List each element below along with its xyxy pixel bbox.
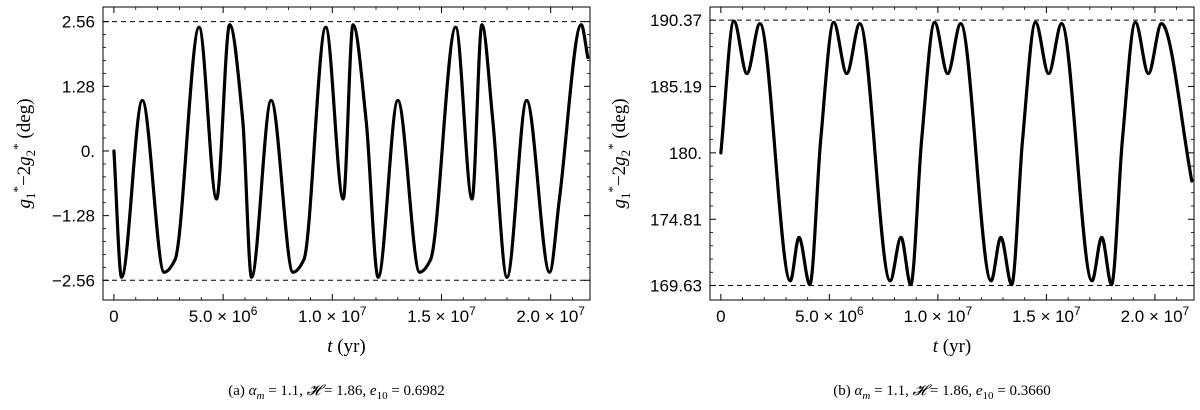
x-tick-label: 5.0 × 106 [795,304,864,326]
x-axis-label: t (yr) [933,336,972,357]
y-tick-label: 180. [669,144,702,163]
x-tick-label: 2.0 × 107 [1121,304,1190,326]
x-axis-label: t (yr) [327,336,366,357]
x-tick-label: 1.5 × 107 [1012,304,1081,326]
y-tick-label: 169.63 [650,277,702,296]
y-axis-label: g1*−2g2* (deg) [605,98,633,208]
y-tick-label: 174.81 [650,210,702,229]
y-axis-label: g1*−2g2* (deg) [10,98,38,208]
y-tick-label: 1.28 [62,77,95,96]
chart-a: 2.56 1.28 0. −1.28 −2.56 0 5.0 × 106 1.0 × 107 1… [10,6,591,402]
y-tick-label: 0. [81,142,95,161]
x-tick-label: 2.0 × 107 [516,304,585,326]
x-tick-label: 1.0 × 107 [298,304,367,326]
y-tick-label: 190.37 [650,11,702,30]
series-line [719,19,1194,287]
figure-caption: (a) αm = 1.1, 𝓗 = 1.86, e10 = 0.6982 [228,383,445,402]
x-tick-label: 1.5 × 107 [407,304,476,326]
plot-frame [709,6,1195,301]
x-tick-label: 0 [109,307,118,326]
y-tick-label: 2.56 [62,13,95,32]
y-tick-label: −1.28 [52,207,95,226]
x-tick-label: 0 [716,307,725,326]
plot-frame [102,6,591,301]
chart-b: 190.37 185.19 180. 174.81 169.63 0 5.0 × 106 1.… [605,6,1195,402]
y-tick-label: 185.19 [650,77,702,96]
x-tick-label: 1.0 × 107 [904,304,973,326]
y-tick-label: −2.56 [52,271,95,290]
x-tick-label: 5.0 × 106 [189,304,258,326]
figure-caption: (b) αm = 1.1, 𝓗 = 1.86, e10 = 0.3660 [833,383,1050,402]
series-line [112,23,590,279]
